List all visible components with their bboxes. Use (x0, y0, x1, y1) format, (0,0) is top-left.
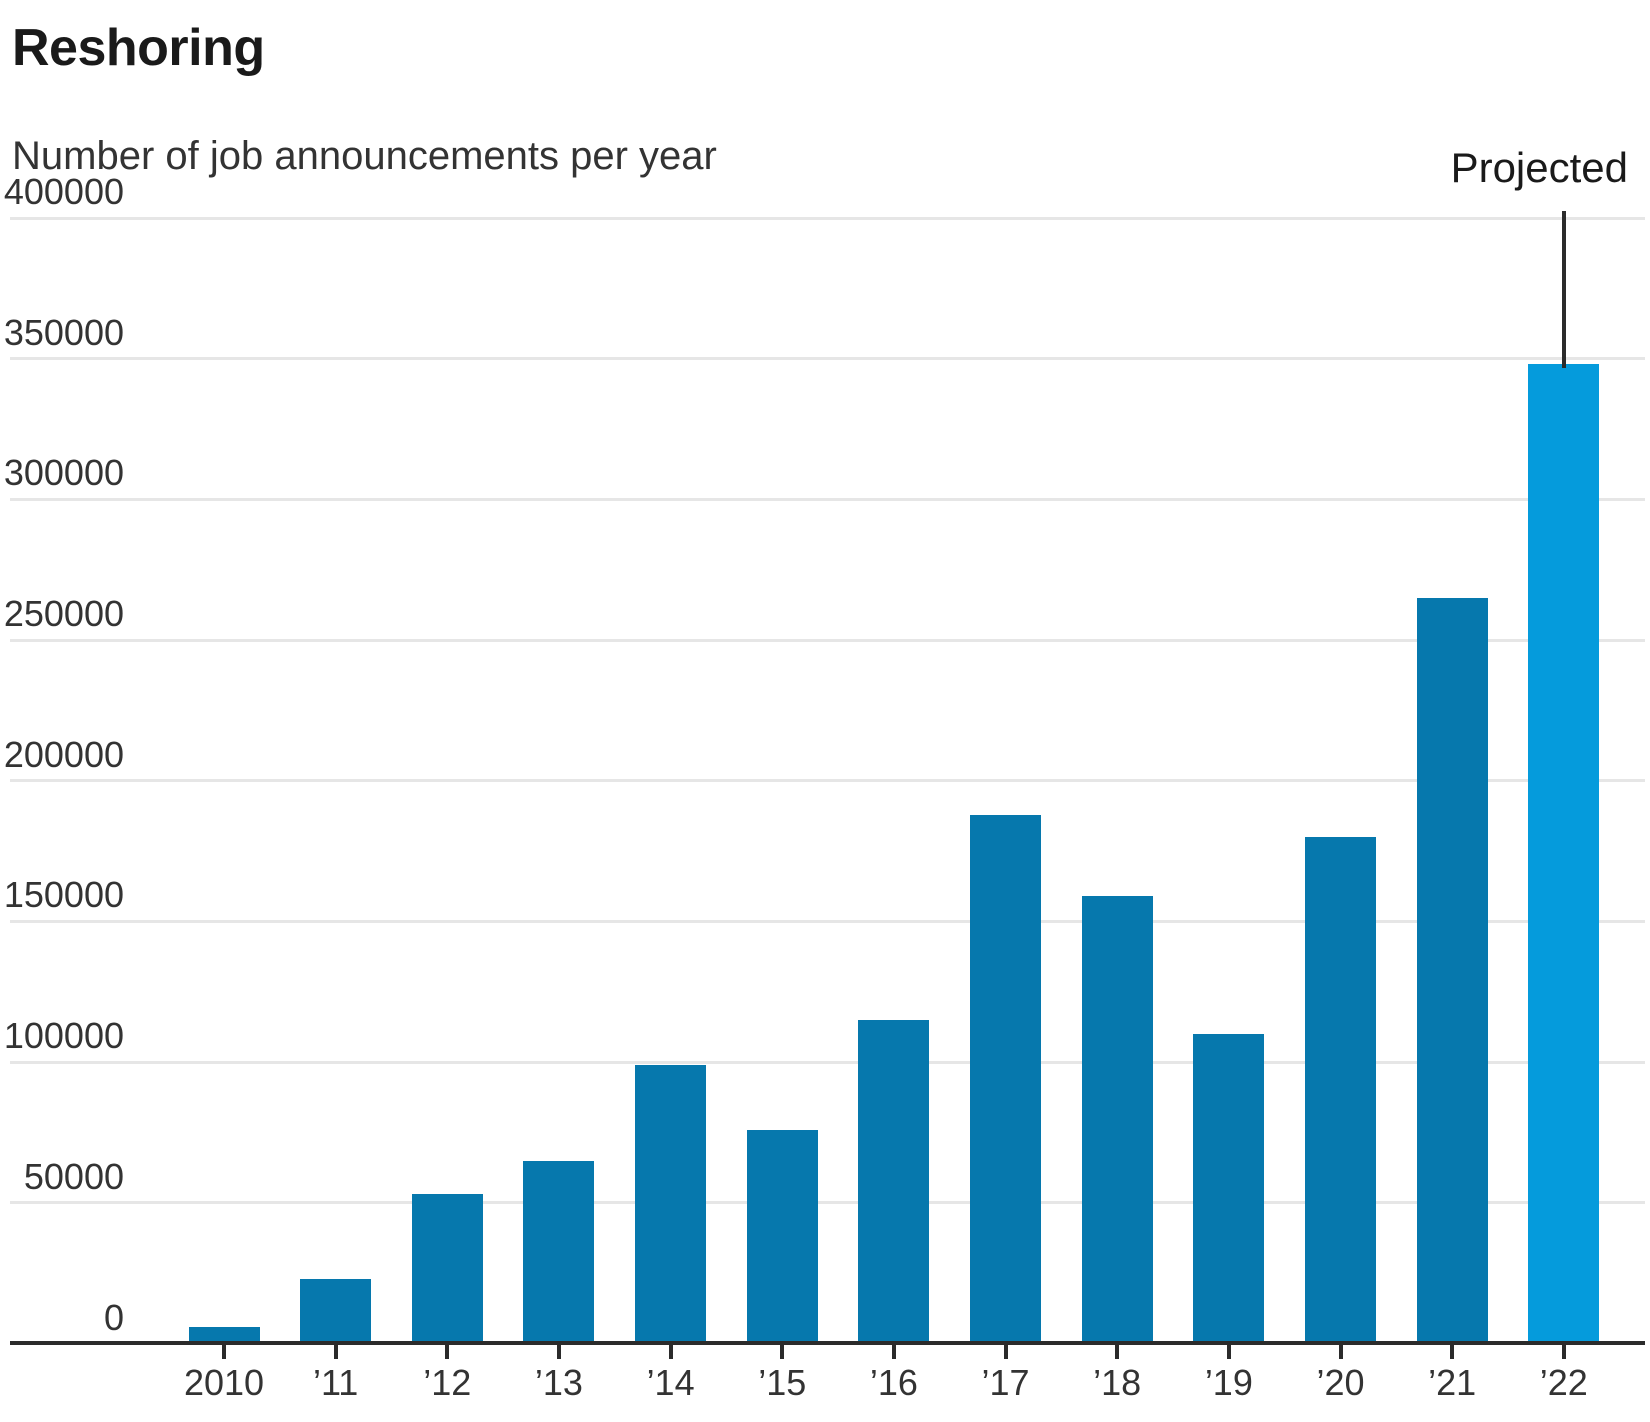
x-tick-17 (1003, 1345, 1008, 1359)
y-tick-label-300000: 300000 (3, 452, 124, 494)
x-tick-label-16: ’16 (869, 1362, 918, 1403)
x-tick-label-11: ’11 (312, 1362, 359, 1403)
x-tick-label-21: ’21 (1428, 1362, 1477, 1403)
x-tick-20 (1338, 1345, 1343, 1359)
bar-21 (1416, 597, 1488, 1344)
x-tick-18 (1115, 1345, 1120, 1359)
y-tick-label-400000: 400000 (3, 171, 124, 212)
bar-18 (1081, 896, 1153, 1344)
x-tick-label-12: ’12 (423, 1362, 472, 1403)
x-tick-label-19: ’19 (1204, 1362, 1253, 1403)
bar-20 (1305, 837, 1376, 1344)
x-tick-label-22: ’22 (1539, 1362, 1588, 1403)
bar-15 (746, 1129, 818, 1344)
gridline-50000 (10, 1201, 1645, 1205)
gridline-100000 (10, 1060, 1645, 1064)
y-tick-label-0: 0 (103, 1296, 124, 1338)
x-tick-22 (1561, 1345, 1566, 1359)
bar-14 (635, 1064, 707, 1344)
x-tick-14 (668, 1345, 673, 1359)
x-tick-13 (556, 1345, 561, 1359)
gridline-350000 (10, 357, 1645, 361)
bar-17 (970, 814, 1042, 1344)
y-tick-label-350000: 350000 (3, 311, 124, 353)
x-tick-12 (445, 1345, 450, 1359)
projected-annotation-label: Projected (1450, 144, 1628, 191)
y-tick-label-250000: 250000 (3, 593, 124, 635)
x-tick-label-20: ’20 (1316, 1362, 1365, 1403)
x-tick-label-2010: 2010 (183, 1362, 265, 1403)
bar-12 (411, 1194, 483, 1344)
x-tick-label-18: ’18 (1093, 1362, 1142, 1403)
gridline-400000 (10, 216, 1645, 220)
x-tick-label-17: ’17 (981, 1362, 1030, 1403)
x-tick-21 (1450, 1345, 1455, 1359)
bar-11 (300, 1278, 372, 1344)
x-tick-label-13: ’13 (534, 1362, 583, 1403)
bar-2010 (188, 1326, 260, 1344)
bar-19 (1193, 1033, 1265, 1344)
projected-annotation-line (1561, 211, 1566, 369)
bar-13 (523, 1160, 595, 1344)
x-tick-11 (333, 1345, 338, 1359)
x-axis-line (10, 1341, 1645, 1345)
chart-title: Reshoring (12, 19, 265, 77)
y-tick-label-100000: 100000 (3, 1015, 124, 1057)
y-tick-label-50000: 50000 (23, 1155, 124, 1197)
y-tick-label-150000: 150000 (3, 874, 124, 916)
x-tick-label-15: ’15 (758, 1362, 807, 1403)
x-tick-2010 (222, 1345, 226, 1359)
x-tick-label-14: ’14 (646, 1362, 695, 1403)
x-tick-15 (780, 1345, 785, 1359)
bar-22 (1528, 364, 1600, 1344)
gridline-200000 (10, 779, 1645, 783)
gridline-150000 (10, 919, 1645, 923)
y-tick-label-200000: 200000 (3, 733, 124, 775)
gridline-250000 (10, 638, 1645, 642)
gridline-300000 (10, 497, 1645, 501)
chart-subtitle: Number of job announcements per year (12, 134, 717, 178)
x-tick-16 (891, 1345, 896, 1359)
x-tick-19 (1226, 1345, 1231, 1359)
bar-16 (858, 1019, 930, 1344)
